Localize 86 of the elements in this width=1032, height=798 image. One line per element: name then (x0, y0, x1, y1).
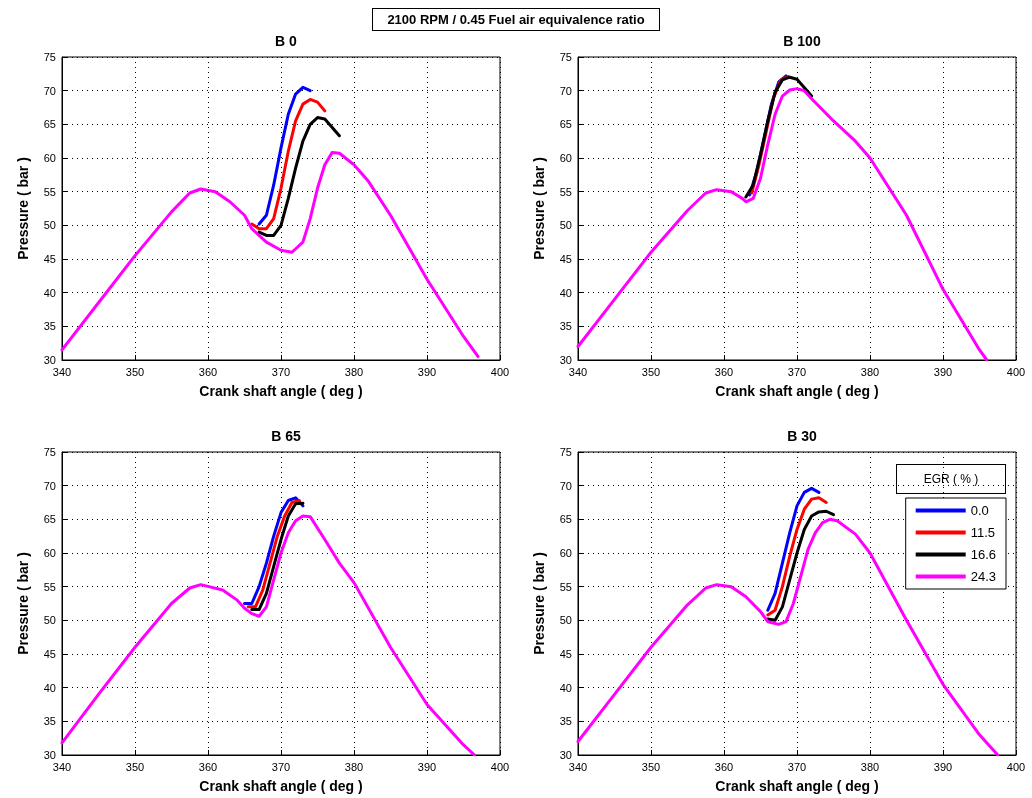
x-tick-label: 360 (714, 365, 734, 378)
x-tick-label: 380 (860, 365, 880, 378)
y-tick-label: 50 (559, 219, 572, 232)
y-tick-label: 35 (43, 715, 56, 728)
y-tick-label: 75 (43, 446, 56, 458)
y-tick-label: 50 (43, 219, 56, 232)
y-tick-label: 35 (559, 715, 572, 728)
y-tick-label: 45 (43, 253, 56, 265)
chart-title: B 65 (271, 428, 301, 444)
x-axis-title: Crank shaft angle ( deg ) (715, 383, 879, 399)
chart-title: B 100 (783, 33, 821, 49)
x-tick-label: 370 (787, 365, 807, 378)
y-tick-label: 75 (559, 446, 572, 458)
legend-label: 0.0 (970, 503, 989, 518)
x-axis-title: Crank shaft angle ( deg ) (199, 383, 363, 399)
x-tick-label: 380 (860, 760, 880, 773)
y-axis-title: Pressure ( bar ) (531, 552, 547, 655)
legend-label: 16.6 (970, 547, 997, 562)
y-tick-label: 65 (559, 513, 572, 526)
y-axis-title: Pressure ( bar ) (15, 157, 31, 260)
x-tick-label: 350 (641, 760, 661, 773)
y-tick-label: 40 (43, 681, 56, 694)
x-tick-label: 360 (714, 760, 734, 773)
y-tick-label: 35 (559, 320, 572, 333)
y-tick-label: 50 (559, 614, 572, 627)
y-tick-label: 40 (559, 681, 572, 694)
x-tick-label: 400 (490, 365, 510, 378)
x-tick-label: 390 (417, 365, 437, 378)
y-tick-label: 70 (559, 84, 572, 97)
x-tick-label: 400 (1006, 365, 1026, 378)
x-tick-label: 370 (271, 760, 291, 773)
y-tick-label: 30 (43, 354, 56, 366)
chart-title: B 30 (787, 428, 817, 444)
x-tick-label: 390 (933, 365, 953, 378)
y-tick-label: 55 (43, 580, 56, 593)
y-tick-label: 30 (559, 354, 572, 366)
legend-heading: EGR ( % ) (896, 464, 1006, 494)
x-tick-label: 380 (344, 760, 364, 773)
y-tick-label: 55 (559, 185, 572, 198)
x-tick-label: 370 (271, 365, 291, 378)
y-tick-label: 75 (559, 51, 572, 63)
text: 2100 RPM / 0.45 Fuel air equivalence ratio (372, 8, 660, 31)
y-tick-label: 30 (43, 749, 56, 761)
x-tick-label: 400 (490, 760, 510, 773)
x-tick-label: 350 (125, 760, 145, 773)
y-tick-label: 70 (43, 84, 56, 97)
x-axis-title: Crank shaft angle ( deg ) (199, 778, 363, 794)
x-tick-label: 340 (568, 760, 588, 773)
y-tick-label: 30 (559, 749, 572, 761)
y-tick-label: 45 (559, 253, 572, 265)
x-tick-label: 390 (933, 760, 953, 773)
y-tick-label: 35 (43, 320, 56, 333)
x-axis-title: Crank shaft angle ( deg ) (715, 778, 879, 794)
x-tick-label: 340 (568, 365, 588, 378)
y-tick-label: 50 (43, 614, 56, 627)
y-axis-title: Pressure ( bar ) (531, 157, 547, 260)
y-tick-label: 60 (559, 547, 572, 559)
x-tick-label: 350 (125, 365, 145, 378)
y-tick-label: 40 (43, 286, 56, 299)
y-tick-label: 70 (559, 479, 572, 492)
x-tick-label: 360 (198, 760, 218, 773)
y-tick-label: 45 (559, 648, 572, 660)
y-axis-title: Pressure ( bar ) (15, 552, 31, 655)
x-tick-label: 390 (417, 760, 437, 773)
y-tick-label: 40 (559, 286, 572, 299)
chart-title: B 0 (275, 33, 298, 49)
y-tick-label: 60 (559, 152, 572, 164)
x-tick-label: 360 (198, 365, 218, 378)
x-tick-label: 400 (1006, 760, 1026, 773)
x-tick-label: 340 (52, 365, 72, 378)
y-tick-label: 65 (43, 118, 56, 131)
legend-label: 24.3 (970, 569, 997, 584)
y-tick-label: 60 (43, 152, 56, 164)
legend-label: 11.5 (970, 525, 996, 540)
y-tick-label: 75 (43, 51, 56, 63)
x-tick-label: 350 (641, 365, 661, 378)
y-tick-label: 45 (43, 648, 56, 660)
y-tick-label: 55 (559, 580, 572, 593)
y-tick-label: 65 (559, 118, 572, 131)
x-tick-label: 380 (344, 365, 364, 378)
y-tick-label: 55 (43, 185, 56, 198)
x-tick-label: 370 (787, 760, 807, 773)
y-tick-label: 60 (43, 547, 56, 559)
x-tick-label: 340 (52, 760, 72, 773)
y-tick-label: 65 (43, 513, 56, 526)
y-tick-label: 70 (43, 479, 56, 492)
